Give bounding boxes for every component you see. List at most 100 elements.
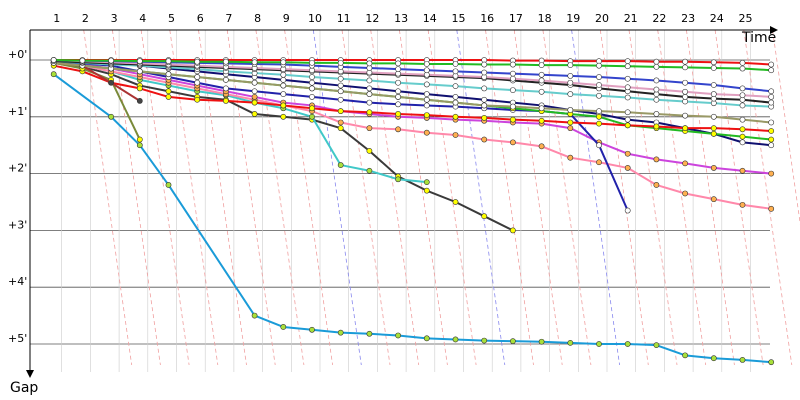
- x-tick-label: 7: [225, 12, 232, 25]
- data-point: [337, 75, 344, 82]
- data-point: [624, 165, 631, 171]
- series-line: [53, 61, 772, 124]
- data-point: [538, 143, 545, 150]
- data-point: [136, 68, 143, 75]
- x-tick-label: 25: [739, 12, 753, 25]
- data-point: [337, 125, 344, 132]
- data-point: [710, 113, 717, 120]
- series: [50, 71, 775, 366]
- data-point: [768, 119, 775, 126]
- data-point: [309, 59, 315, 66]
- series-line: [53, 59, 772, 147]
- data-point: [395, 88, 401, 95]
- data-point: [510, 338, 516, 345]
- data-point: [624, 94, 631, 101]
- data-point: [739, 133, 746, 140]
- data-point: [768, 61, 775, 68]
- data-point: [194, 74, 201, 80]
- x-tick-label: 4: [139, 12, 146, 25]
- data-point: [768, 359, 775, 366]
- data-point: [653, 342, 660, 349]
- data-point: [653, 182, 660, 188]
- data-point: [624, 84, 631, 91]
- data-point: [710, 65, 717, 71]
- data-point: [337, 82, 344, 89]
- data-point: [452, 61, 459, 67]
- data-point: [538, 77, 545, 84]
- data-point: [309, 74, 315, 80]
- data-point: [768, 88, 775, 95]
- data-point: [366, 330, 373, 337]
- diagonal-guide: [743, 29, 793, 366]
- data-point: [710, 82, 717, 88]
- diagonal-guide: [542, 29, 592, 366]
- x-tick-label: 16: [480, 12, 494, 25]
- series-line: [53, 59, 772, 98]
- data-point: [165, 88, 172, 95]
- data-point: [481, 136, 488, 143]
- data-point: [596, 62, 602, 69]
- x-tick-label: 6: [197, 12, 204, 25]
- series-line: [53, 61, 772, 210]
- data-point: [452, 68, 459, 75]
- diagonal-guide: [657, 29, 707, 366]
- data-point: [452, 132, 459, 138]
- diagonal-guide: [226, 29, 276, 366]
- data-point: [596, 142, 602, 149]
- y-tick-label: +3': [8, 218, 27, 231]
- diagonal-guide: [169, 29, 219, 366]
- data-point: [452, 94, 459, 100]
- y-axis-arrow: [26, 370, 34, 378]
- data-point: [739, 102, 746, 109]
- data-point: [395, 332, 401, 339]
- diagonal-guide: [399, 29, 448, 366]
- x-tick-label: 2: [82, 12, 89, 25]
- x-tick-label: 12: [365, 12, 379, 25]
- data-point: [481, 96, 488, 103]
- data-point: [136, 58, 143, 65]
- x-tick-labels: 1 2 3 4 5 6 7 8 9 10 11 12 13 14 15 16 17 18 19 20 21 22 23 24 2…: [53, 12, 752, 25]
- data-point: [366, 77, 373, 84]
- data-point: [739, 92, 746, 99]
- data-point: [624, 116, 631, 123]
- data-point: [596, 92, 602, 99]
- data-point: [653, 156, 660, 163]
- data-point: [366, 85, 373, 92]
- series-line: [53, 61, 772, 175]
- data-point: [481, 69, 488, 76]
- data-point: [309, 85, 315, 92]
- data-point: [567, 339, 574, 346]
- data-point: [768, 205, 775, 212]
- data-point: [710, 125, 717, 132]
- data-point: [510, 75, 516, 82]
- data-point: [567, 91, 574, 97]
- diagonal-guide: [772, 29, 800, 225]
- diagonal-guide: [571, 29, 620, 366]
- x-tick-label: 23: [681, 12, 695, 25]
- x-tick-label: 14: [423, 12, 437, 25]
- data-point: [739, 167, 746, 174]
- data-point: [251, 79, 258, 86]
- data-point: [510, 70, 516, 77]
- data-point: [423, 61, 430, 67]
- data-point: [337, 329, 344, 336]
- y-tick-label: +0': [8, 48, 27, 61]
- data-point: [251, 111, 258, 117]
- data-point: [395, 176, 401, 183]
- data-point: [739, 116, 746, 123]
- diagonal-guide: [427, 29, 477, 366]
- data-point: [79, 57, 86, 64]
- diagonal-guide: [83, 29, 133, 366]
- diagonal-guide: [485, 29, 534, 366]
- data-point: [624, 109, 631, 116]
- data-point: [682, 88, 688, 95]
- y-tick-label: +1': [8, 105, 27, 118]
- data-point: [739, 357, 746, 363]
- data-point: [452, 113, 459, 120]
- data-point: [251, 59, 258, 66]
- data-point: [452, 336, 459, 343]
- data-point: [395, 60, 401, 67]
- data-point: [423, 112, 430, 118]
- data-point: [366, 99, 373, 106]
